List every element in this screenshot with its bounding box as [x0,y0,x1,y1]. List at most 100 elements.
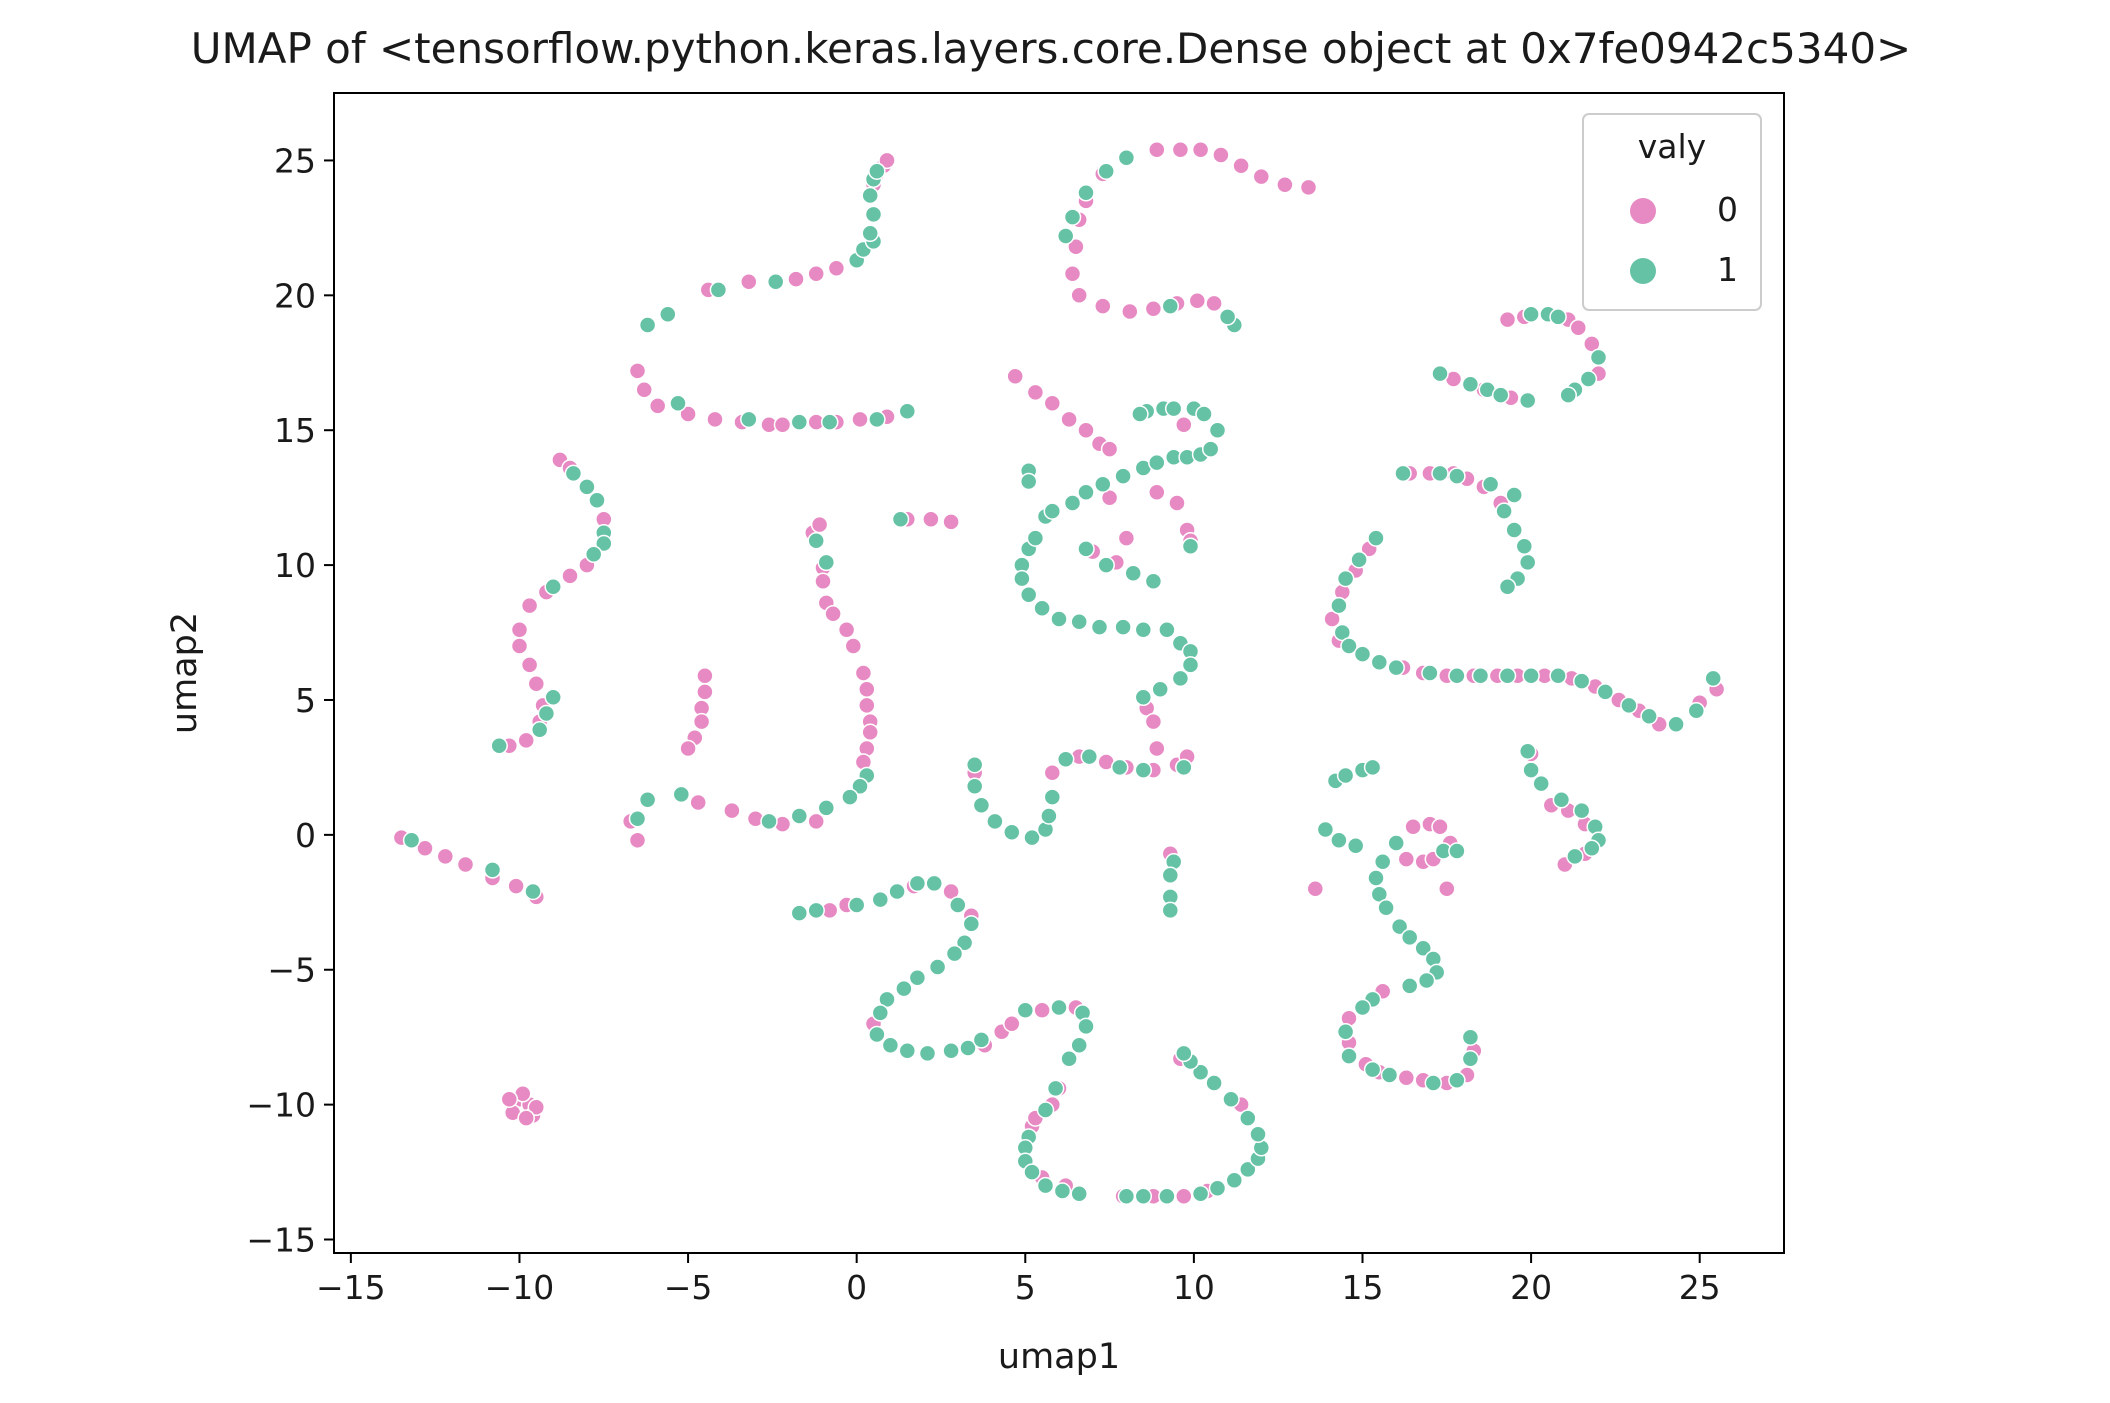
data-point-valy-1 [1239,1160,1257,1179]
data-point-valy-0 [1148,739,1166,758]
data-point-valy-1 [1367,529,1385,547]
data-point-valy-0 [814,572,832,591]
data-point-valy-1 [1346,836,1365,855]
data-point-valy-0 [723,801,741,820]
data-point-valy-0 [1070,286,1088,305]
data-point-valy-1 [1144,572,1163,591]
data-point-valy-1 [1340,637,1358,655]
data-point-valy-1 [1056,750,1075,769]
data-point-valy-0 [854,664,873,682]
data-point-valy-1 [1566,847,1584,866]
data-point-valy-0 [773,416,792,434]
data-point-valy-0 [1063,264,1082,283]
data-point-valy-1 [638,791,657,809]
data-point-valy-1 [1522,666,1540,685]
data-point-valy-1 [1491,386,1510,404]
legend: valy 0 1 [1582,113,1762,311]
data-point-valy-1 [1003,823,1021,841]
y-axis-label: umap2 [165,612,205,734]
data-point-valy-1 [1019,586,1038,604]
data-point-valy-0 [858,680,876,698]
data-point-valy-0 [807,812,825,831]
x-tick-label: −5 [664,1268,713,1307]
data-point-valy-0 [844,637,863,655]
data-point-valy-1 [483,861,502,879]
data-point-valy-1 [709,281,728,299]
data-point-valy-1 [1589,348,1608,367]
x-tick-label: −15 [316,1268,386,1307]
data-point-valy-0 [1003,1014,1021,1033]
data-point-valy-0 [810,515,829,534]
data-point-valy-1 [1495,502,1513,520]
data-point-valy-1 [1097,556,1115,574]
data-point-valy-1 [1549,666,1567,685]
data-point-valy-1 [1158,621,1176,639]
data-point-valy-0 [1191,140,1210,159]
legend-box [1582,113,1762,311]
data-point-valy-0 [1067,238,1085,256]
data-point-valy-1 [1363,1060,1382,1079]
data-point-valy-1 [1225,1171,1244,1189]
data-point-valy-1 [1036,1101,1055,1119]
data-point-valy-1 [1330,596,1348,615]
data-point-valy-1 [1400,977,1419,995]
data-point-valy-1 [1222,1090,1240,1108]
data-point-valy-0 [1171,140,1190,159]
data-point-valy-1 [1033,599,1051,618]
data-point-valy-0 [635,380,653,399]
data-point-valy-1 [1171,669,1190,688]
data-point-valy-1 [1181,537,1200,555]
data-point-valy-0 [507,877,525,895]
data-point-valy-0 [1006,367,1024,386]
data-point-valy-1 [537,704,556,723]
x-tick-label: 0 [846,1268,867,1307]
data-point-valy-1 [1191,1063,1210,1082]
data-point-valy-0 [807,264,825,283]
data-point-valy-1 [1579,370,1598,388]
data-point-valy-1 [908,969,927,987]
data-point-valy-0 [787,270,805,288]
data-point-valy-1 [861,186,879,205]
data-point-valy-1 [1117,1187,1136,1206]
data-point-valy-1 [672,785,691,804]
x-tick-label: 25 [1679,1268,1721,1307]
data-point-valy-1 [1110,758,1129,777]
data-point-valy-1 [1620,696,1638,715]
plot-area-frame [333,92,1785,1254]
data-point-valy-0 [696,666,714,685]
data-point-valy-1 [1387,834,1405,852]
x-tick-label: −10 [485,1268,555,1307]
y-tick-label: −5 [267,951,316,990]
data-point-valy-1 [1026,529,1045,547]
data-point-valy-0 [1148,140,1166,159]
data-point-valy-1 [1350,550,1368,569]
data-point-valy-1 [1013,569,1031,588]
data-point-valy-1 [1050,610,1068,628]
data-point-valy-0 [1144,300,1163,318]
x-tick-label: 5 [1015,1268,1036,1307]
data-point-valy-1 [1114,467,1132,485]
data-point-valy-0 [520,596,539,615]
data-point-valy-1 [1461,1050,1480,1068]
data-point-valy-1 [925,874,943,893]
data-point-valy-0 [706,410,724,429]
data-point-valy-1 [1400,928,1419,947]
data-point-valy-1 [1134,621,1153,639]
data-point-valy-1 [807,901,825,920]
data-point-valy-1 [959,1039,977,1057]
data-point-valy-1 [790,413,809,431]
data-point-valy-1 [1023,828,1041,847]
data-point-valy-0 [1569,318,1588,337]
data-point-valy-1 [1063,494,1082,512]
data-point-valy-1 [1070,1184,1088,1203]
data-point-valy-1 [1583,839,1601,858]
data-point-valy-0 [520,656,539,674]
data-point-valy-1 [1330,831,1348,850]
data-point-valy-0 [416,839,434,858]
data-point-valy-1 [588,491,606,510]
data-point-valy-1 [1353,998,1372,1017]
data-point-valy-1 [1377,898,1395,917]
y-tick-label: −10 [246,1086,316,1125]
y-tick-label: −15 [246,1221,316,1260]
data-point-valy-1 [1552,791,1571,809]
